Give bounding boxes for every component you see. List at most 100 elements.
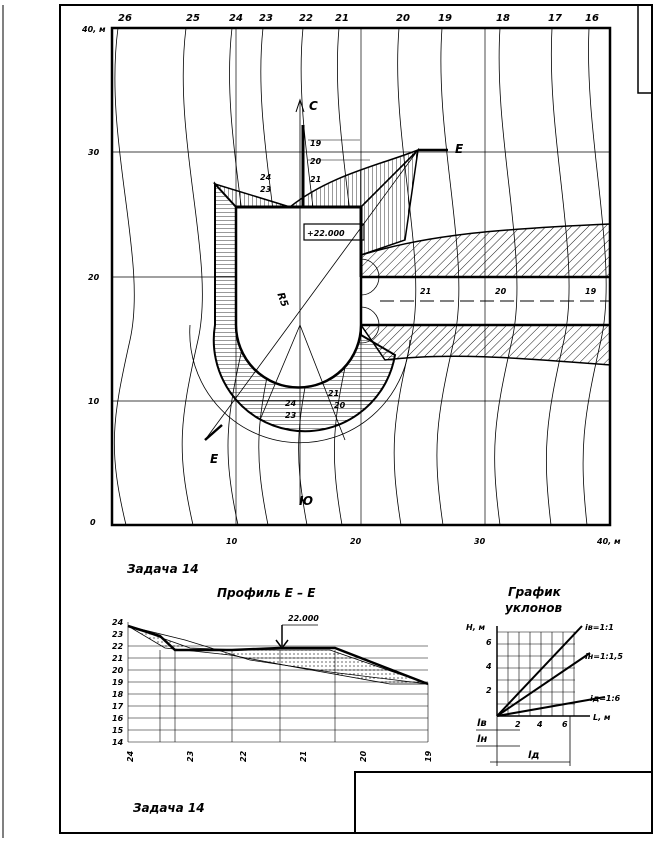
profile-y-label: 15 xyxy=(112,726,124,735)
level-label: 19 xyxy=(310,139,322,148)
line-work xyxy=(496,652,591,717)
x-axis-label: 10 xyxy=(226,537,238,546)
y-axis-label: 40, м xyxy=(81,25,106,34)
line-work xyxy=(127,625,429,685)
dim-label: lд xyxy=(528,750,540,761)
line-work xyxy=(303,223,365,241)
profile-x-label: 20 xyxy=(359,750,368,762)
profile-y-label: 20 xyxy=(112,666,124,675)
y-axis-label: 10 xyxy=(88,397,100,406)
line-work xyxy=(496,625,583,717)
contour-label: 23 xyxy=(259,13,273,24)
contour-label: 20 xyxy=(396,13,410,24)
profile-y-label: 18 xyxy=(112,690,124,699)
profile-x-label: 24 xyxy=(126,750,135,762)
contour-label: 18 xyxy=(496,13,510,24)
level-label: 20 xyxy=(310,157,322,166)
graph-tick: 6 xyxy=(562,720,568,729)
profile-y-label: 17 xyxy=(112,702,124,711)
graph-axis-title: H, м xyxy=(466,623,486,632)
profile-x-label: 22 xyxy=(239,750,248,762)
contour xyxy=(181,27,203,526)
level-label: 21 xyxy=(310,175,321,184)
graph-title: уклонов xyxy=(505,601,563,615)
layout xyxy=(2,4,653,838)
level-label: 23 xyxy=(260,185,272,194)
line-work xyxy=(299,324,346,441)
profile-y-label: 16 xyxy=(112,714,124,723)
line-work xyxy=(275,639,289,650)
x-axis-label: 30 xyxy=(474,537,486,546)
line-work xyxy=(496,696,606,717)
line-work xyxy=(295,98,305,113)
line-work xyxy=(127,625,429,685)
level-label: 21 xyxy=(328,389,339,398)
dim-label: lн xyxy=(477,734,487,745)
contour-label: 26 xyxy=(118,13,132,24)
profile-title: Профиль E – E xyxy=(217,586,316,600)
south-mark: Ю xyxy=(299,494,313,508)
road-level: 20 xyxy=(495,287,507,296)
line-work xyxy=(259,324,301,421)
line-label: iв=1:1 xyxy=(585,623,614,632)
profile-y-label: 23 xyxy=(112,630,124,639)
dim-label: lв xyxy=(477,718,487,729)
contour-label: 22 xyxy=(299,13,313,24)
level-label: 24 xyxy=(260,173,272,182)
line-work xyxy=(360,223,611,278)
line-label: iд=1:6 xyxy=(590,694,621,703)
graph-tick: 4 xyxy=(536,720,543,729)
radius-label: R5 xyxy=(274,291,289,309)
contour-label: 25 xyxy=(186,13,200,24)
task-title: Задача 14 xyxy=(127,562,199,576)
line-work xyxy=(359,324,611,366)
level-label: 20 xyxy=(334,401,346,410)
line-work xyxy=(354,771,653,834)
contour-label: 24 xyxy=(229,13,243,24)
line-work xyxy=(637,4,653,94)
line-work xyxy=(189,324,411,444)
x-axis-label: 20 xyxy=(350,537,362,546)
profile-x-label: 19 xyxy=(424,750,433,762)
road-level: 19 xyxy=(585,287,597,296)
x-axis-label: 40, м xyxy=(596,537,621,546)
pxlabels: 24 23 22 21 20 19 xyxy=(126,750,433,762)
y-axis-label: 30 xyxy=(88,148,100,157)
y-axis-label: 0 xyxy=(90,518,96,527)
profile-y-label: 21 xyxy=(112,654,123,663)
graph-tick: 6 xyxy=(486,638,492,647)
level-label: 24 xyxy=(285,399,297,408)
line-work xyxy=(234,205,363,389)
graph-tick: 2 xyxy=(486,686,492,695)
pylabels: 24 23 22 21 20 19 18 17 16 15 14 xyxy=(112,618,124,747)
profile-level: 22.000 xyxy=(288,614,319,623)
texts: 26 25 24 23 22 21 20 19 18 17 16 40, м 3… xyxy=(81,13,623,815)
line-work xyxy=(204,424,223,441)
line-work xyxy=(127,624,429,686)
platform-level: +22.000 xyxy=(307,229,345,238)
level-label: 23 xyxy=(285,411,297,420)
contour-label: 19 xyxy=(438,13,452,24)
profile-y-label: 14 xyxy=(112,738,124,747)
graph-title: График xyxy=(508,585,562,599)
graph-axis-title: L, м xyxy=(593,713,611,722)
line-label: iн=1:1,5 xyxy=(585,652,623,661)
contour-label: 17 xyxy=(548,13,562,24)
contour-label: 16 xyxy=(585,13,599,24)
profile-y-label: 24 xyxy=(112,618,124,627)
profile-y-label: 22 xyxy=(112,642,124,651)
section-mark: E xyxy=(455,142,464,156)
y-axis-label: 20 xyxy=(88,273,100,282)
task-title: Задача 14 xyxy=(133,801,205,815)
profile-y-label: 19 xyxy=(112,678,124,687)
graph-tick: 4 xyxy=(485,662,492,671)
profile-x-label: 21 xyxy=(299,751,308,762)
section-mark: E xyxy=(210,452,219,466)
line-work xyxy=(204,149,419,441)
contour-label: 21 xyxy=(335,13,349,24)
road-level: 21 xyxy=(420,287,431,296)
contour xyxy=(113,27,135,526)
graph-tick: 2 xyxy=(515,720,521,729)
profile-x-label: 23 xyxy=(186,750,195,762)
